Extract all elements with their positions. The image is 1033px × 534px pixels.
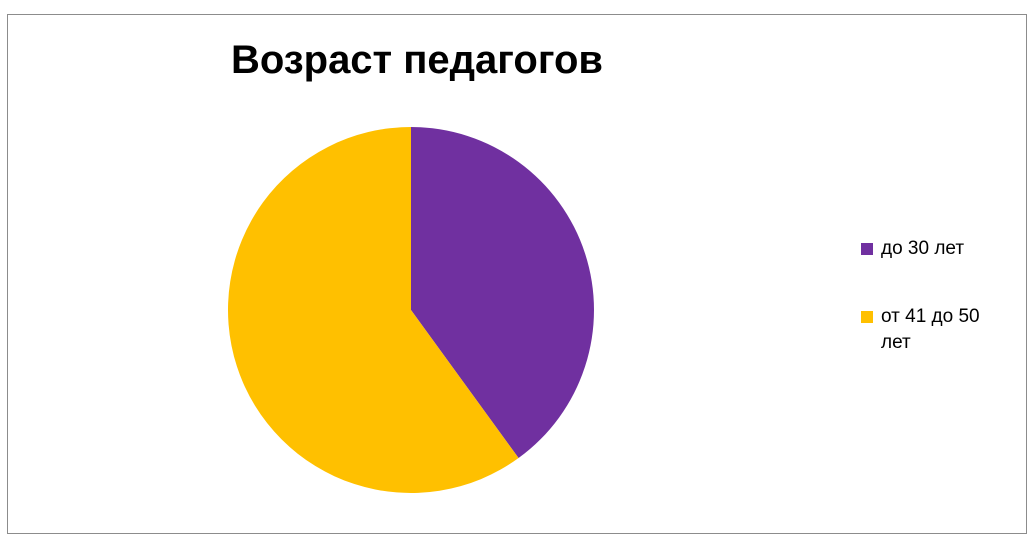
pie-chart [227,126,594,494]
pie-slice-under-30 [411,127,594,459]
pie-slice-41-to-50 [227,126,519,494]
legend-item-41-to-50: от 41 до 50 лет [861,304,1011,356]
legend: до 30 лет от 41 до 50 лет [861,236,1011,356]
legend-swatch-under-30 [861,243,873,255]
legend-swatch-41-to-50 [861,311,873,323]
chart-title: Возраст педагогов [230,38,604,82]
legend-label-under-30: до 30 лет [881,238,965,259]
legend-item-under-30: до 30 лет [861,236,1011,262]
legend-label-41-to-50: от 41 до 50 лет [881,306,980,353]
